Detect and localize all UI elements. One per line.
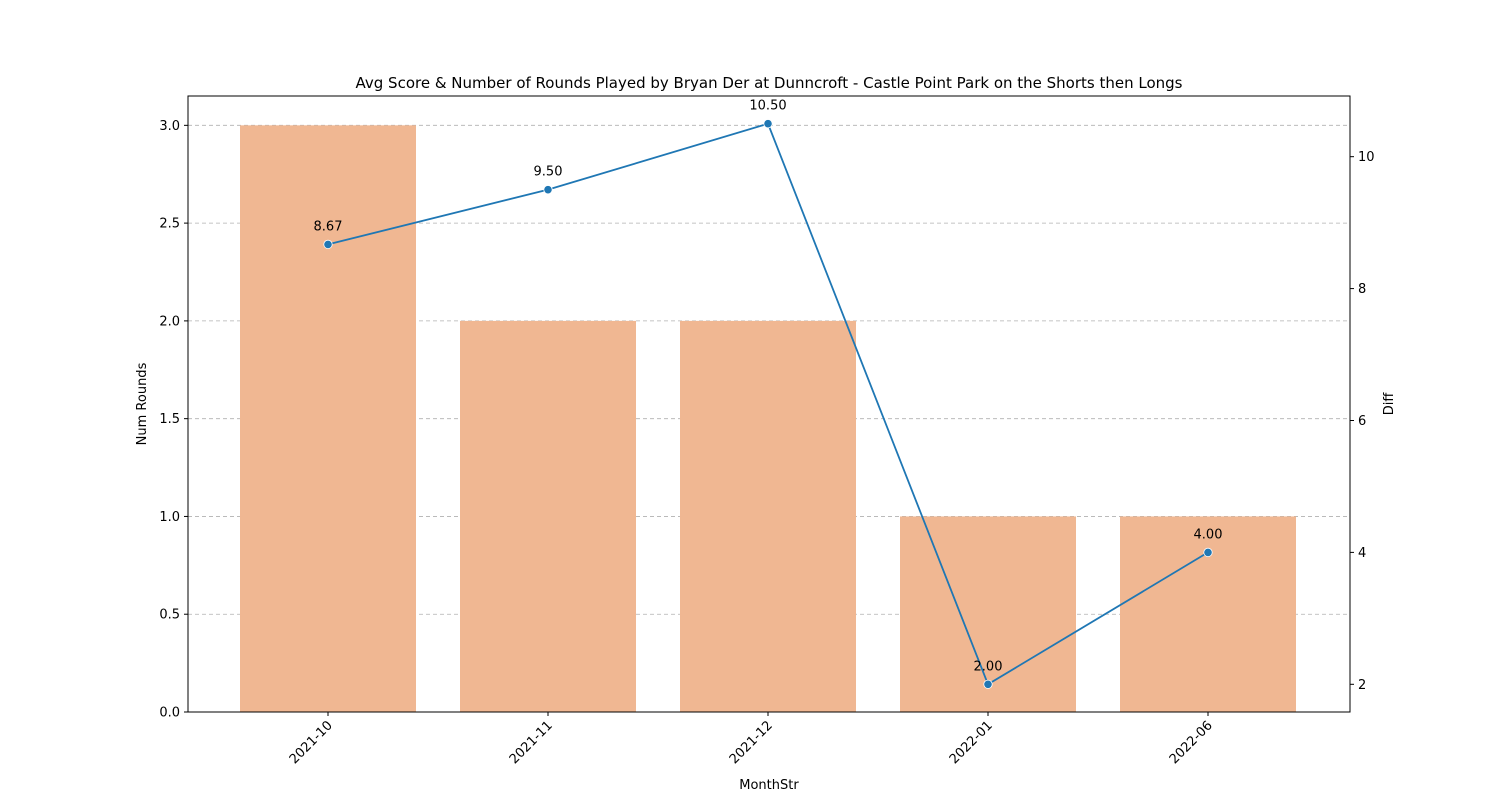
bar: [460, 320, 636, 712]
y-axis-left: 0.0 0.5 1.0 1.5 2.0 2.5 3.0: [159, 119, 188, 721]
x-tick-label: 2022-01: [947, 718, 996, 767]
bar: [680, 320, 856, 712]
y-tick-label-right: 10: [1358, 150, 1375, 165]
y-tick-label-left: 1.0: [159, 510, 180, 525]
data-label: 10.50: [749, 99, 786, 114]
y-tick-label-left: 3.0: [159, 119, 180, 134]
x-axis-label: MonthStr: [739, 778, 799, 793]
bar: [240, 125, 416, 713]
line-point: [983, 679, 993, 689]
plot-frame: [187, 95, 1351, 713]
x-tick-label: 2021-12: [727, 718, 776, 767]
chart-title: Avg Score & Number of Rounds Played by B…: [356, 74, 1183, 92]
y-tick-label-left: 0.5: [159, 608, 180, 623]
y-tick-label-right: 2: [1358, 678, 1366, 693]
y-axis-right-label: Diff: [1382, 392, 1397, 416]
data-label: 2.00: [974, 659, 1003, 674]
bar: [900, 516, 1076, 712]
line-point: [1203, 547, 1213, 557]
data-labels: 8.67 9.50 10.50 2.00 4.00: [314, 99, 1223, 675]
y-tick-label-left: 2.5: [159, 217, 180, 232]
data-label: 9.50: [534, 165, 563, 180]
bar-series: [240, 125, 1296, 713]
line-point: [763, 119, 773, 129]
y-axis-left-label: Num Rounds: [135, 362, 150, 445]
line-point: [543, 185, 553, 195]
x-tick-label: 2021-11: [507, 718, 556, 767]
line-points: [323, 119, 1213, 689]
line-point: [323, 239, 333, 249]
x-axis: 2021-10 2021-11 2021-12 2022-01 2022-06: [287, 712, 1216, 767]
y-tick-label-right: 6: [1358, 414, 1366, 429]
data-label: 8.67: [314, 219, 343, 234]
y-tick-label-left: 1.5: [159, 412, 180, 427]
x-tick-label: 2021-10: [287, 718, 336, 767]
x-tick-label: 2022-06: [1167, 718, 1216, 767]
data-label: 4.00: [1194, 527, 1223, 542]
bar: [1120, 516, 1296, 712]
y-tick-label-left: 2.0: [159, 314, 180, 329]
y-axis-right: 2 4 6 8 10: [1350, 150, 1375, 693]
y-tick-label-left: 0.0: [159, 706, 180, 721]
y-tick-label-right: 8: [1358, 282, 1366, 297]
y-tick-label-right: 4: [1358, 546, 1366, 561]
